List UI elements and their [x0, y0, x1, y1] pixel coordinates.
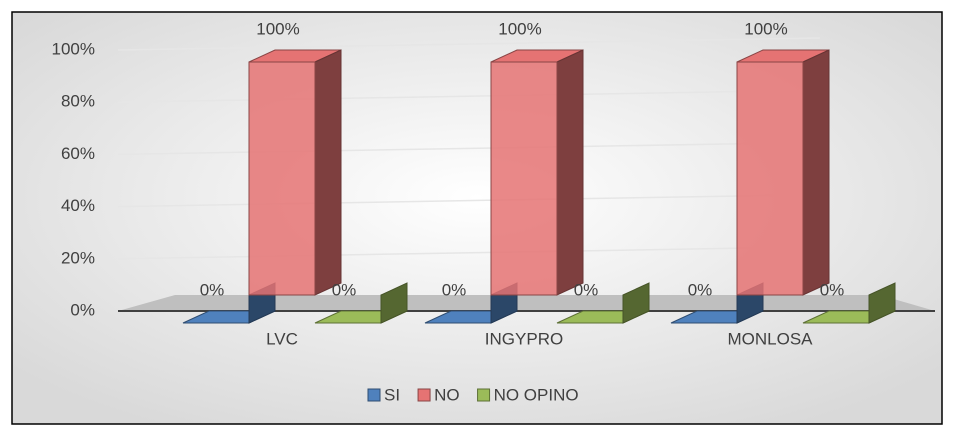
- bar: [490, 49, 584, 296]
- floor: [118, 295, 935, 311]
- y-tick-label: 0%: [70, 300, 95, 319]
- y-tick-label: 40%: [61, 196, 95, 215]
- legend-swatch: [367, 388, 381, 402]
- y-tick-label: 100%: [52, 39, 95, 58]
- grid-line: [117, 89, 821, 103]
- legend-label: SI: [384, 385, 400, 404]
- bar: [248, 49, 342, 296]
- data-label: 0%: [442, 280, 467, 299]
- bar-face: [736, 61, 804, 296]
- x-tick-label: INGYPRO: [485, 329, 563, 348]
- y-tick-label: 60%: [61, 144, 95, 163]
- y-tick-label: 20%: [61, 248, 95, 267]
- data-label: 100%: [256, 19, 299, 38]
- data-label: 100%: [744, 19, 787, 38]
- legend-swatch: [417, 388, 431, 402]
- grid-line: [117, 141, 821, 156]
- data-label: 0%: [200, 280, 225, 299]
- legend-label: NO: [434, 385, 460, 404]
- bar-face: [314, 49, 342, 296]
- grid-line: [117, 193, 821, 208]
- y-tick-label: 80%: [61, 92, 95, 111]
- grid-line: [117, 246, 821, 260]
- bar: [736, 49, 830, 296]
- x-tick-label: MONLOSA: [727, 329, 813, 348]
- legend-label: NO OPINO: [494, 385, 579, 404]
- bar-face: [490, 61, 558, 296]
- data-label: 0%: [688, 280, 713, 299]
- bar-face: [248, 61, 316, 296]
- data-label: 0%: [820, 280, 845, 299]
- bar-face: [556, 49, 584, 296]
- bar: [314, 282, 408, 324]
- bar: [802, 282, 896, 324]
- data-label: 100%: [498, 19, 541, 38]
- grid-line: [117, 37, 821, 51]
- bar-face: [380, 282, 408, 324]
- data-label: 0%: [574, 280, 599, 299]
- bar-face: [622, 282, 650, 324]
- data-label: 0%: [332, 280, 357, 299]
- bar: [556, 282, 650, 324]
- bar-face: [868, 282, 896, 324]
- legend-swatch: [477, 388, 491, 402]
- bar-face: [802, 49, 830, 296]
- x-tick-label: LVC: [266, 329, 298, 348]
